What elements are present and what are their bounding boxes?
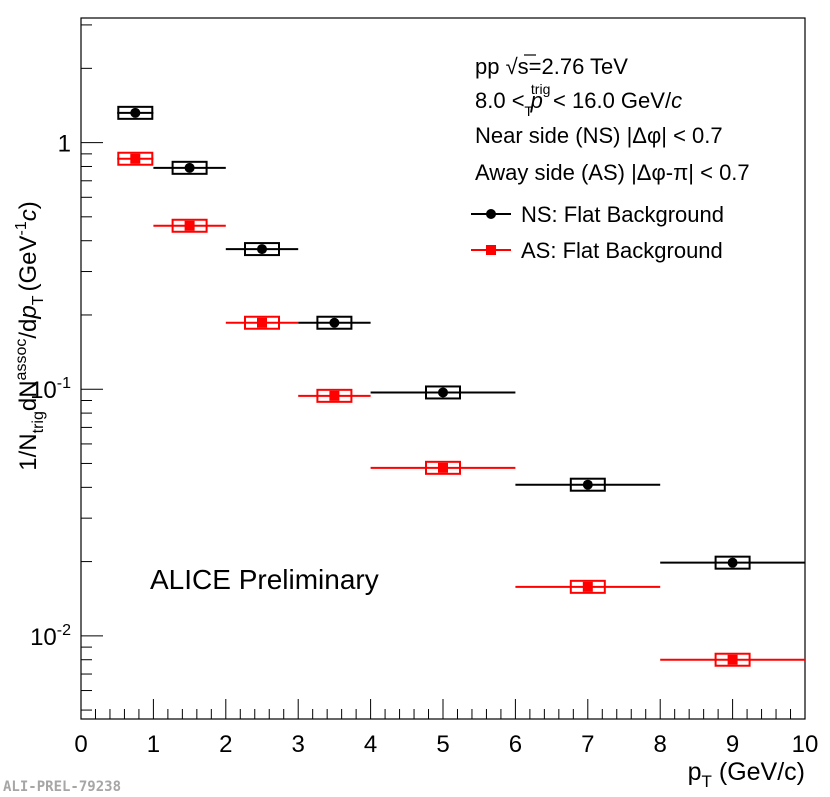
- ns-data-point: [130, 107, 141, 118]
- as-data-point: [438, 462, 448, 473]
- y-axis-tick-labels: 1 10-1 10-2: [30, 131, 71, 651]
- ns-systematic-box: [714, 555, 751, 570]
- as-systematic-box: [244, 315, 280, 330]
- as-systematic-box: [117, 151, 154, 166]
- x-tick-label: 6: [509, 731, 522, 758]
- ns-systematic-box: [316, 315, 353, 330]
- x-tick-label: 9: [726, 731, 739, 758]
- as-data-point: [727, 654, 738, 665]
- x-tick-label: 4: [364, 731, 377, 758]
- y-axis-ticks: [81, 24, 103, 711]
- as-systematic-box: [425, 460, 461, 475]
- legend: NS: Flat Background AS: Flat Background: [471, 202, 724, 263]
- data-series: [117, 105, 805, 667]
- y-axis-title: 1/NtrigdNassoc/dpT(GeV-1c): [13, 201, 47, 470]
- preliminary-id: ALI-PREL-79238: [3, 779, 121, 795]
- near-side-label: Near side (NS) |Δφ| < 0.7: [475, 123, 723, 148]
- x-axis-tick-labels: 0 1 2 3 4 5 6 7 8 9 10: [74, 731, 818, 758]
- trigger-range-label: 8.0 < ptrig T < 16.0 GeV/c: [475, 81, 682, 119]
- y-tick-label: 10-2: [30, 622, 71, 651]
- ns-data-point: [582, 479, 593, 490]
- legend-ns-marker: [486, 209, 496, 219]
- as-data-point: [184, 220, 195, 231]
- ns-systematic-box: [117, 105, 154, 120]
- ns-systematic-box: [569, 477, 606, 492]
- ns-data-point: [438, 387, 448, 398]
- annotations: pp √s=2.76 TeV 8.0 < ptrig T < 16.0 GeV/c…: [3, 54, 750, 795]
- y-tick-label: 10-1: [30, 375, 71, 404]
- as-systematic-box: [171, 218, 208, 233]
- x-tick-label: 7: [581, 731, 594, 758]
- ns-data-point: [727, 557, 738, 568]
- x-tick-label: 1: [147, 731, 160, 758]
- alice-preliminary-label: ALICE Preliminary: [150, 564, 379, 595]
- ns-systematic-box: [171, 160, 208, 175]
- x-tick-label: 10: [792, 731, 819, 758]
- energy-label: pp √s=2.76 TeV: [475, 54, 628, 79]
- legend-as-label: AS: Flat Background: [521, 238, 723, 263]
- as-systematic-box: [714, 652, 751, 667]
- as-data-point: [582, 581, 593, 592]
- away-side-label: Away side (AS) |Δφ-π| < 0.7: [475, 160, 750, 185]
- ns-data-point: [257, 244, 267, 255]
- ns-systematic-box: [244, 242, 280, 257]
- x-axis-ticks: [80, 699, 806, 719]
- as-systematic-box: [316, 388, 353, 403]
- ns-systematic-box: [425, 385, 461, 400]
- x-tick-label: 5: [436, 731, 449, 758]
- ns-data-point: [184, 162, 195, 173]
- x-tick-label: 3: [292, 731, 305, 758]
- as-systematic-box: [569, 579, 606, 594]
- legend-as-marker: [486, 245, 496, 255]
- x-tick-label: 0: [74, 731, 87, 758]
- x-axis-title: pT (GeV/c): [688, 758, 805, 791]
- as-data-point: [130, 153, 141, 164]
- legend-ns-label: NS: Flat Background: [521, 202, 724, 227]
- ns-data-point: [329, 317, 340, 328]
- y-tick-label: 1: [58, 131, 71, 158]
- x-tick-label: 8: [654, 731, 667, 758]
- as-data-point: [329, 390, 340, 401]
- as-data-point: [257, 317, 267, 328]
- x-tick-label: 2: [219, 731, 232, 758]
